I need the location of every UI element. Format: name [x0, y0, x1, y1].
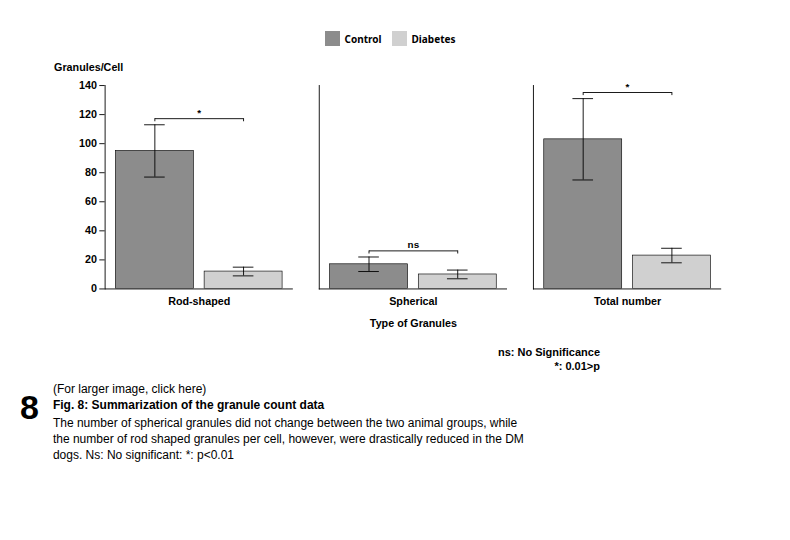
- svg-text:Granules/Cell: Granules/Cell: [54, 61, 123, 73]
- svg-text:100: 100: [79, 137, 97, 149]
- html-text:(For larger image, click here): (For larger image, click here): [52, 381, 207, 396]
- html-text:Fig. 8: Summarization of the g: Fig. 8: Summarization of the granule cou…: [52, 397, 325, 412]
- svg-text:20: 20: [85, 253, 97, 265]
- svg-text:Rod-shaped: Rod-shaped: [168, 295, 230, 307]
- html-text:dogs. Ns: No significant: *: p: dogs. Ns: No significant: *: p<0.01: [52, 447, 234, 462]
- svg-text:60: 60: [85, 195, 97, 207]
- svg-text:80: 80: [85, 166, 97, 178]
- svg-text:0: 0: [91, 282, 97, 294]
- svg-text:140: 140: [79, 79, 97, 91]
- html-text:Control: Control: [344, 31, 382, 46]
- html-text:ns: No Significance: ns: No Significance: [497, 345, 600, 358]
- svg-text:120: 120: [79, 108, 97, 120]
- svg-text:ns: ns: [408, 239, 420, 250]
- html-text:the number of rod shaped granu: the number of rod shaped granules per ce…: [52, 431, 524, 446]
- svg-text:Total number: Total number: [594, 295, 662, 307]
- svg-text:Spherical: Spherical: [389, 295, 437, 307]
- svg-text:40: 40: [85, 224, 97, 236]
- svg-text:Type of Granules: Type of Granules: [370, 317, 457, 329]
- html-text:The number of spherical granul: The number of spherical granules did not…: [52, 415, 518, 430]
- svg-text:*: *: [626, 81, 630, 92]
- html-text:Diabetes: Diabetes: [411, 31, 456, 46]
- html-text:8: 8: [20, 387, 39, 426]
- svg-text:*: *: [197, 107, 201, 118]
- html-text:*: 0.01>p: *: 0.01>p: [554, 359, 600, 372]
